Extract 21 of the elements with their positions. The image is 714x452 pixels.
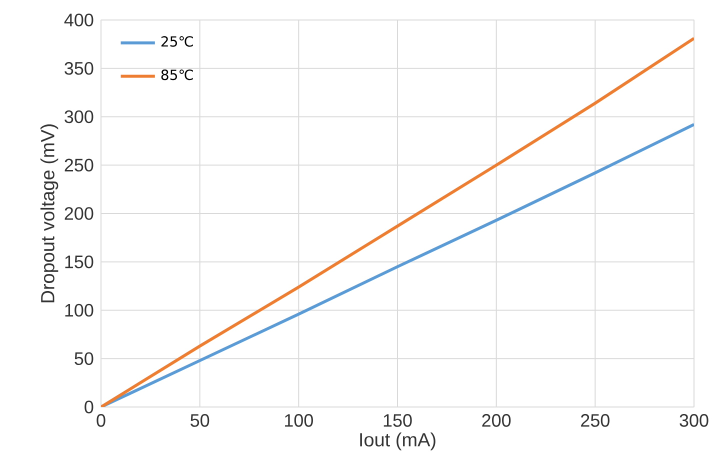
x-tick-label: 250 — [581, 414, 610, 427]
y-tick-label: 400 — [64, 14, 94, 26]
x-tick-label: 100 — [285, 414, 313, 427]
line-series — [101, 36, 694, 407]
y-tick-label: 200 — [64, 207, 94, 220]
x-tick-label: 150 — [384, 414, 412, 427]
y-tick-label: 50 — [74, 352, 94, 366]
legend-label: 25℃ — [161, 36, 193, 47]
y-axis-title: Dropout voltage (mV) — [40, 124, 58, 302]
y-tick-label: 150 — [65, 255, 94, 268]
legend-label: 85℃ — [161, 70, 193, 80]
y-tick-label: 300 — [64, 110, 94, 124]
x-axis-title: Iout (mA) — [360, 432, 436, 450]
x-tick-label: 300 — [680, 414, 708, 427]
x-tick-label: 200 — [482, 414, 511, 427]
y-tick-label: 0 — [84, 400, 94, 414]
y-tick-label: 100 — [65, 304, 94, 317]
y-tick-label: 250 — [64, 158, 94, 172]
x-tick-label: 50 — [190, 414, 210, 427]
y-tick-label: 350 — [64, 62, 94, 75]
x-tick-label: 0 — [96, 414, 106, 427]
